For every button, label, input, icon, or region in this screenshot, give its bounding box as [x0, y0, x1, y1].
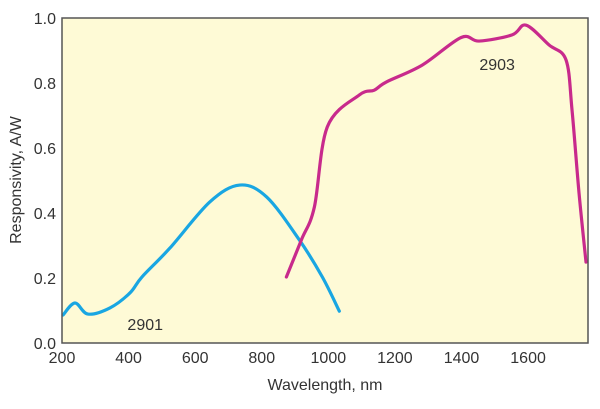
- y-tick-label: 1.0: [34, 11, 56, 28]
- series-labels: 2901 2903: [127, 57, 515, 334]
- x-tick-label: 1600: [510, 350, 546, 367]
- x-axis-ticks: 200 400 600 800 1000 1200 1400 1600: [49, 350, 546, 367]
- series-label-2901: 2901: [127, 317, 163, 334]
- series-layer: [61, 23, 588, 317]
- y-axis-label: Responsivity, A/W: [8, 115, 25, 244]
- series-line-2901: [61, 183, 341, 317]
- y-tick-label: 0.2: [34, 271, 56, 288]
- series-label-2903: 2903: [479, 57, 515, 74]
- y-tick-label: 0.0: [34, 336, 56, 353]
- plot-frame: [61, 17, 589, 344]
- x-tick-label: 1400: [444, 350, 480, 367]
- y-tick-label: 0.6: [34, 141, 56, 158]
- x-tick-label: 200: [49, 350, 76, 367]
- series-line-2903: [284, 23, 588, 279]
- x-tick-label: 800: [248, 350, 275, 367]
- x-tick-label: 1200: [377, 350, 413, 367]
- x-tick-label: 400: [115, 350, 142, 367]
- y-tick-label: 0.8: [34, 76, 56, 93]
- x-tick-label: 600: [182, 350, 209, 367]
- x-axis-label: Wavelength, nm: [267, 377, 382, 394]
- y-axis-ticks: 0.0 0.2 0.4 0.6 0.8 1.0: [34, 11, 56, 353]
- plot-area: [62, 18, 588, 343]
- x-tick-label: 1000: [311, 350, 347, 367]
- y-tick-label: 0.4: [34, 206, 56, 223]
